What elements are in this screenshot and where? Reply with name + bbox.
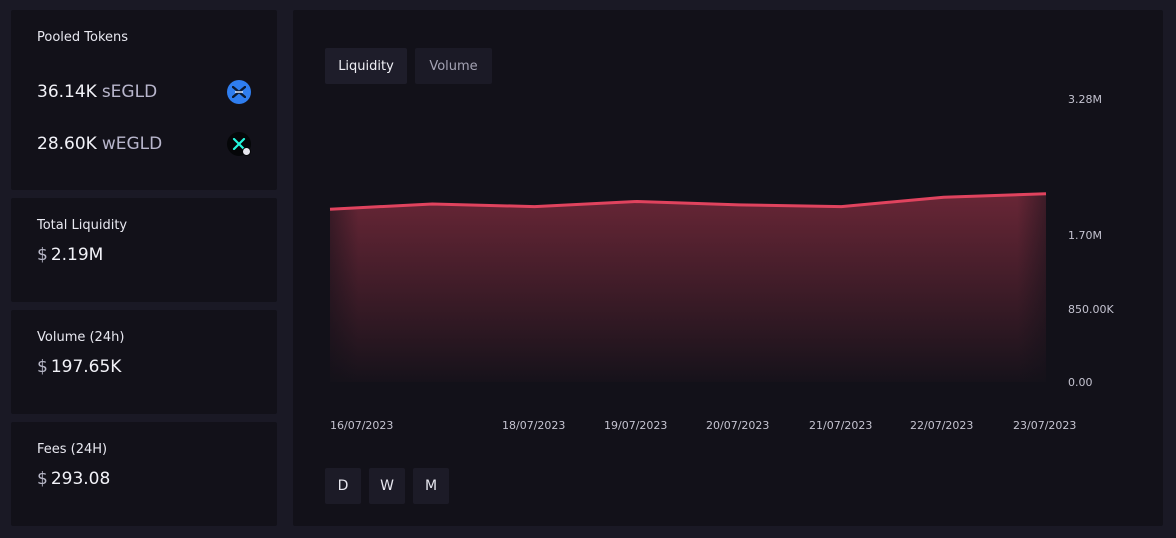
tab-liquidity[interactable]: Liquidity — [325, 48, 407, 84]
pooled-tokens-title: Pooled Tokens — [37, 30, 129, 45]
total-liquidity-value: $2.19M — [37, 245, 104, 265]
x-tick-label: 22/07/2023 — [910, 419, 974, 432]
wegld-token-icon — [227, 132, 251, 156]
data-point[interactable] — [324, 203, 336, 215]
volume-24h-title: Volume (24h) — [37, 330, 125, 345]
total-liquidity-card: Total Liquidity $2.19M — [11, 198, 277, 302]
x-tick-label: 21/07/2023 — [809, 419, 873, 432]
token-row-segld: 36.14K sEGLD — [37, 80, 251, 104]
y-tick-label: 0.00 — [1068, 376, 1093, 389]
liquidity-area-chart — [324, 188, 1052, 382]
fees-24h-card: Fees (24H) $293.08 — [11, 422, 277, 526]
token-amount: 36.14K sEGLD — [37, 82, 158, 102]
x-tick-label: 16/07/2023 — [330, 419, 394, 432]
range-month-button[interactable]: M — [413, 468, 449, 504]
wrapped-badge-icon — [242, 147, 251, 156]
data-point[interactable] — [1040, 188, 1052, 200]
x-tick-label: 20/07/2023 — [706, 419, 770, 432]
liquidity-series-line — [329, 192, 1047, 211]
pooled-tokens-card: Pooled Tokens 36.14K sEGLD 28.60K wEGLD — [11, 10, 277, 190]
x-tick-label: 18/07/2023 — [502, 419, 566, 432]
segld-token-icon — [227, 80, 251, 104]
data-point[interactable] — [529, 201, 541, 213]
data-point[interactable] — [631, 195, 643, 207]
data-point[interactable] — [426, 198, 438, 210]
range-day-button[interactable]: D — [325, 468, 361, 504]
y-tick-label: 850.00K — [1068, 303, 1114, 316]
volume-24h-value: $197.65K — [37, 357, 122, 377]
data-point[interactable] — [733, 199, 745, 211]
fees-24h-value: $293.08 — [37, 469, 111, 489]
area-edge-fade — [330, 193, 1046, 382]
y-tick-label: 3.28M — [1068, 93, 1102, 106]
chart-card: Liquidity Volume 3.28M 1.70M 850.00K 0.0… — [293, 10, 1163, 526]
fees-24h-title: Fees (24H) — [37, 442, 108, 457]
data-point[interactable] — [938, 191, 950, 203]
x-tick-label: 19/07/2023 — [604, 419, 668, 432]
token-row-wegld: 28.60K wEGLD — [37, 132, 251, 156]
x-tick-label: 23/07/2023 — [1013, 419, 1077, 432]
volume-24h-card: Volume (24h) $197.65K — [11, 310, 277, 414]
token-amount: 28.60K wEGLD — [37, 134, 163, 154]
y-tick-label: 1.70M — [1068, 229, 1102, 242]
range-week-button[interactable]: W — [369, 468, 405, 504]
total-liquidity-title: Total Liquidity — [37, 218, 128, 233]
data-point[interactable] — [835, 201, 847, 213]
tab-volume[interactable]: Volume — [415, 48, 492, 84]
